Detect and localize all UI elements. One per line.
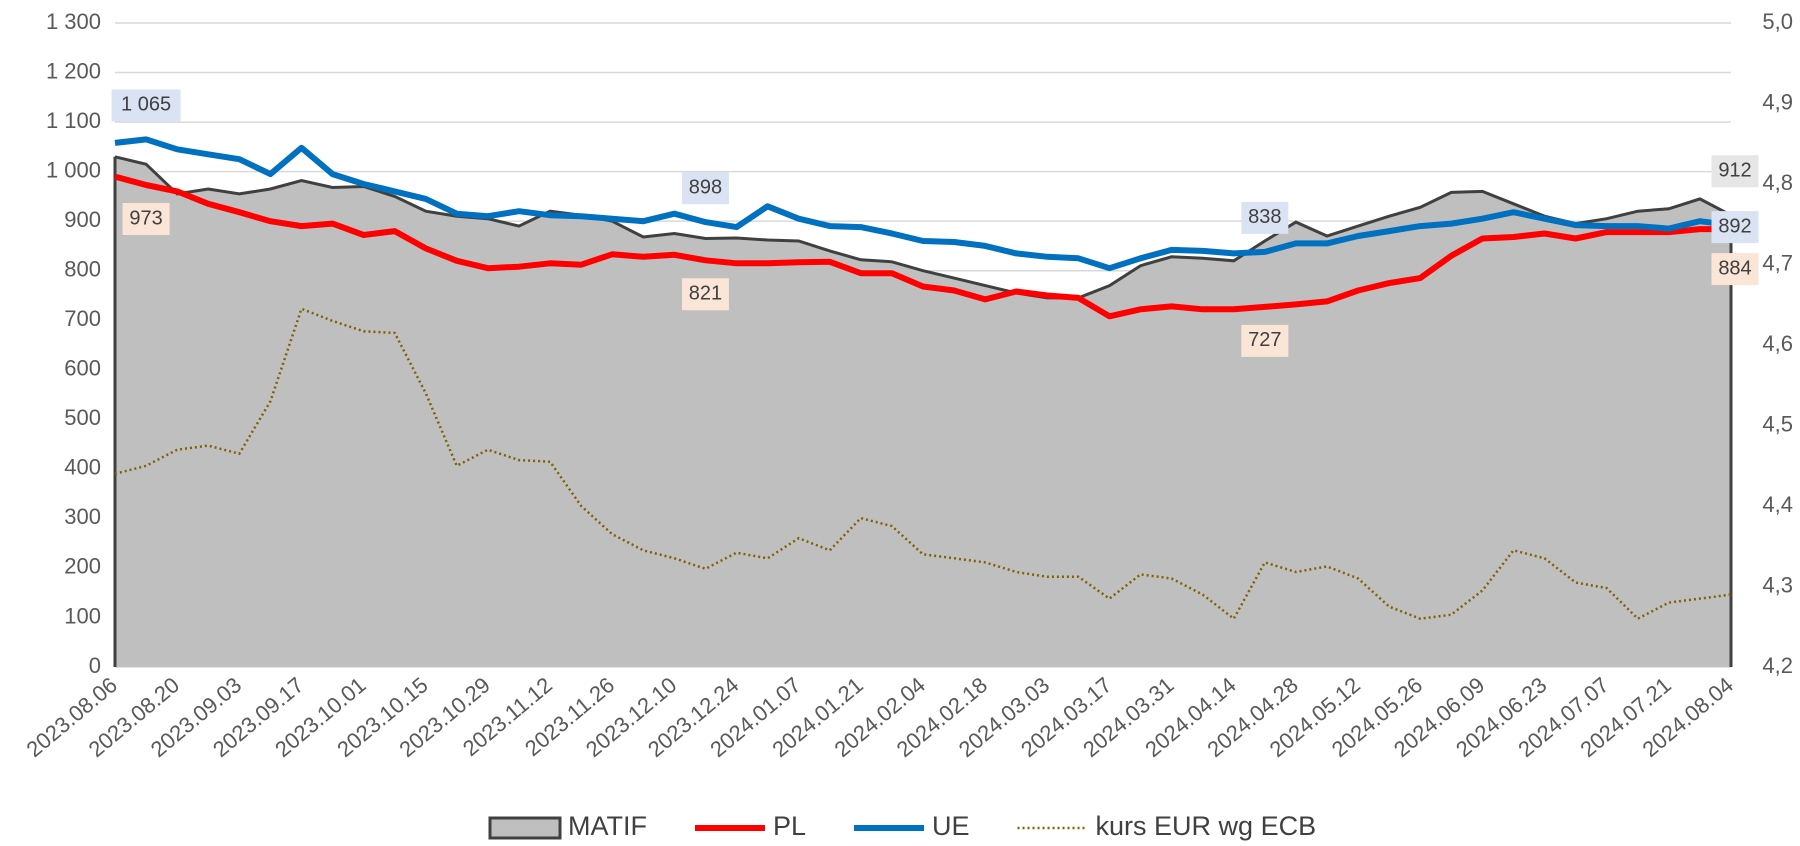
y-tick-label: 1 200 [46,58,101,83]
data-label: 898 [689,176,722,198]
data-label-box [1241,324,1289,357]
y-tick-label: 700 [64,306,101,331]
y2-tick-label: 4,3 [1762,572,1793,597]
legend-label: PL [773,811,806,841]
y-tick-label: 1 100 [46,108,101,133]
y2-tick-label: 4,2 [1762,653,1793,678]
data-label: 973 [129,207,162,229]
y2-tick-label: 4,6 [1762,331,1793,356]
y2-tick-label: 4,8 [1762,170,1793,195]
data-label: 821 [689,283,722,305]
data-label-box [1711,253,1759,286]
series-line [114,173,1731,320]
series-line [114,136,1732,272]
legend-label: kurs EUR wg ECB [1096,811,1317,841]
legend-swatch [488,816,562,840]
y-tick-label: 0 [89,653,101,678]
y-tick-label: 500 [64,405,101,430]
data-label: 838 [1248,206,1281,228]
y-tick-label: 300 [64,504,101,529]
legend-label: UE [932,811,970,841]
y-tick-label: 1 300 [46,9,101,34]
area-edge [114,155,1732,300]
series-line [114,307,1732,621]
data-label: 1 065 [121,94,171,116]
y2-tick-label: 4,5 [1762,411,1793,436]
data-label-box [122,202,170,235]
y2-tick-label: 4,9 [1762,89,1793,114]
y-tick-label: 1 000 [46,157,101,182]
data-label: 892 [1718,215,1751,237]
area [115,156,1731,668]
y2-tick-label: 4,4 [1762,492,1793,517]
y2-tick-label: 5,0 [1762,9,1793,34]
y-tick-label: 600 [64,356,101,381]
data-label: 912 [1718,159,1751,181]
data-label-box [681,278,729,311]
data-label-box [681,172,729,205]
data-label: 727 [1248,329,1281,351]
data-label-box [1711,211,1759,244]
y-tick-label: 100 [64,603,101,628]
data-label: 884 [1718,257,1751,279]
y-tick-label: 900 [64,207,101,232]
y-tick-label: 800 [64,257,101,282]
legend-label: MATIF [568,811,647,841]
y-tick-label: 400 [64,455,101,480]
data-label-box [111,89,181,122]
data-label-box [1711,155,1759,188]
data-label-box [1241,201,1289,234]
y-tick-label: 200 [64,554,101,579]
y2-tick-label: 4,7 [1762,250,1793,275]
